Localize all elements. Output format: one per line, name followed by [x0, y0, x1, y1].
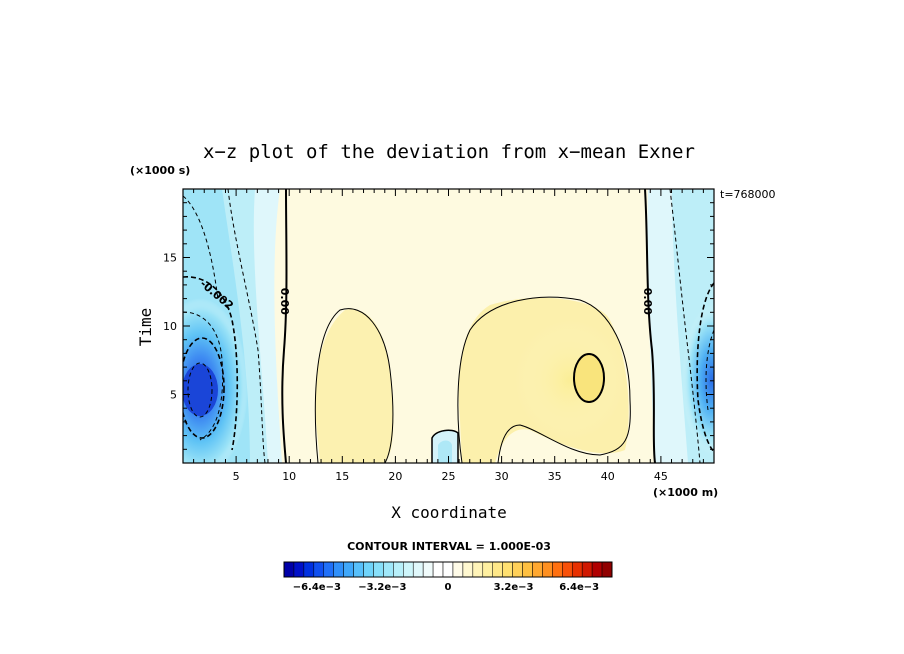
x-tick-label: 15: [335, 470, 349, 483]
time-label: t=768000: [720, 188, 776, 201]
x-tick-label: 45: [654, 470, 668, 483]
y-unit-label: (×1000 s): [130, 164, 190, 177]
y-tick-label: 15: [163, 252, 177, 265]
colorbar: [283, 561, 613, 578]
colorbar-swatch: [283, 561, 295, 578]
colorbar-swatch: [562, 561, 573, 578]
y-tick-label: 10: [163, 320, 177, 333]
colorbar-swatch: [363, 561, 374, 578]
x-unit-label: (×1000 m): [653, 486, 718, 499]
colorbar-tick-label: 0: [445, 582, 452, 593]
colorbar-swatch: [442, 561, 454, 578]
x-axis: 5 10 15 20 25 30 35 40 45: [193, 189, 704, 483]
colorbar-swatch: [383, 561, 394, 578]
colorbar-swatch: [512, 561, 523, 578]
colorbar-tick-labels: −6.4e−3 −3.2e−3 0 3.2e−3 6.4e−3: [293, 582, 599, 593]
contour-interval-text: CONTOUR INTERVAL = 1.000E-03: [347, 540, 551, 553]
colorbar-swatch: [591, 561, 603, 578]
colorbar-swatch: [403, 561, 414, 578]
colorbar-swatch: [601, 561, 613, 578]
colorbar-swatch: [452, 561, 464, 578]
colorbar-swatch: [581, 561, 593, 578]
colorbar-swatch: [522, 561, 533, 578]
x-tick-label: 10: [282, 470, 296, 483]
colorbar-tick-label: −6.4e−3: [293, 582, 341, 593]
y-axis: 5 10 15: [163, 202, 714, 450]
colorbar-tick-label: −3.2e−3: [358, 582, 406, 593]
x-tick-label: 40: [601, 470, 615, 483]
y-axis-title: Time: [136, 308, 155, 347]
contour-label: 0.00: [641, 288, 654, 315]
contour-label: 0.00: [278, 288, 291, 315]
contour-field: [183, 189, 714, 463]
colorbar-swatch: [432, 561, 444, 578]
colorbar-swatch: [472, 561, 484, 578]
colorbar-swatch: [462, 561, 474, 578]
colorbar-swatch: [313, 561, 325, 578]
colorbar-frame: [283, 561, 613, 578]
colorbar-swatch: [373, 561, 384, 578]
colorbar-swatch: [532, 561, 543, 578]
x-tick-label: 30: [495, 470, 509, 483]
colorbar-swatch: [343, 561, 354, 578]
x-tick-label: 5: [233, 470, 240, 483]
colorbar-swatch: [482, 561, 493, 578]
x-axis-title: X coordinate: [391, 503, 507, 522]
colorbar-swatch: [323, 561, 334, 578]
colorbar-swatch: [571, 561, 583, 578]
colorbar-swatch: [492, 561, 503, 578]
colorbar-swatch: [422, 561, 434, 578]
x-tick-label: 20: [388, 470, 402, 483]
chart-title: x−z plot of the deviation from x−mean Ex…: [203, 141, 695, 163]
colorbar-swatch: [293, 561, 305, 578]
colorbar-swatch: [393, 561, 404, 578]
colorbar-swatch: [303, 561, 315, 578]
colorbar-swatch: [412, 561, 424, 578]
colorbar-swatch: [552, 561, 563, 578]
colorbar-swatch: [542, 561, 553, 578]
colorbar-swatch: [502, 561, 513, 578]
colorbar-swatch: [353, 561, 364, 578]
colorbar-tick-label: 6.4e−3: [559, 582, 599, 593]
y-tick-label: 5: [170, 389, 177, 402]
colorbar-swatch: [333, 561, 344, 578]
colorbar-tick-label: 3.2e−3: [494, 582, 534, 593]
x-tick-label: 35: [548, 470, 562, 483]
x-tick-label: 25: [442, 470, 456, 483]
